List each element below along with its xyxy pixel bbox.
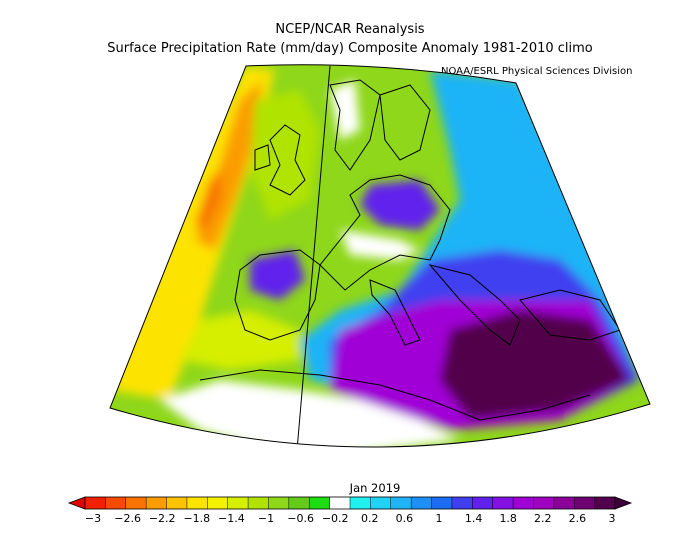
colorbar-swatch: [288, 497, 310, 509]
colorbar-tick-label: −2.6: [114, 512, 141, 525]
wet-zone-spain: [250, 250, 305, 300]
colorbar-swatch: [248, 497, 269, 509]
dry-zone-iberia: [180, 310, 300, 370]
wet-zone-max: [440, 310, 630, 420]
colorbar-swatch: [166, 497, 188, 509]
colorbar-under-arrow: [67, 496, 86, 510]
colorbar-tick-label: −0.6: [287, 512, 314, 525]
wet-zone-scandinavia: [330, 80, 360, 140]
colorbar-swatch: [472, 497, 493, 509]
map-border: [109, 64, 651, 448]
colorbar-swatch: [329, 497, 351, 509]
colorbar-tick-label: 2.6: [568, 512, 587, 525]
colorbar-swatch: [594, 497, 616, 509]
colorbar-tick-label: 3: [608, 512, 616, 525]
colorbar-swatch: [350, 497, 371, 509]
colorbar-over-arrow: [614, 496, 633, 510]
colorbar-tick-label: 2.2: [534, 512, 552, 525]
colorbar-swatch: [268, 497, 290, 509]
colorbar-swatch: [390, 497, 412, 509]
colorbar-tick-label: 1.8: [499, 512, 517, 525]
colorbar-swatch: [227, 497, 249, 509]
colorbar-tick-label: 1: [435, 512, 443, 525]
colorbar-swatch: [411, 497, 432, 509]
meridian-lines: [295, 65, 331, 448]
colorbar-swatch: [146, 497, 167, 509]
colorbar-swatch: [533, 497, 555, 509]
colorbar-tick-label: −1: [257, 512, 275, 525]
colorbar-swatch: [492, 497, 514, 509]
colorbar-swatch: [553, 497, 575, 509]
colorbar-swatch: [309, 497, 330, 509]
colorbar-swatch: [451, 497, 473, 509]
colorbar-swatch: [574, 497, 595, 509]
colorbar-swatch: [186, 497, 208, 509]
credit-label: NOAA/ESRL Physical Sciences Division: [441, 66, 633, 77]
colorbar-tick-label: −2.2: [148, 512, 176, 525]
colorbar-tick-label: 0.6: [395, 512, 414, 525]
colorbar-swatch: [513, 497, 534, 509]
colorbar-tick-label: −1.4: [218, 512, 245, 525]
colorbar-tick-label: −1.8: [183, 512, 211, 525]
colorbar-swatch: [431, 497, 453, 509]
colorbar: [67, 496, 633, 510]
colorbar-tick-label: 1.4: [464, 512, 483, 525]
colorbar-swatch: [85, 497, 106, 509]
subtitle: Surface Precipitation Rate (mm/day) Comp…: [107, 41, 593, 56]
colorbar-tick-label: −3: [84, 512, 102, 525]
period-label: Jan 2019: [349, 481, 401, 495]
colorbar-swatch: [370, 497, 392, 509]
colorbar-tick-label: −0.2: [321, 512, 349, 525]
neutral-zone-central: [340, 230, 420, 260]
dry-zone-britain: [250, 90, 320, 220]
wet-zone-alps: [360, 180, 440, 230]
colorbar-swatch: [125, 497, 147, 509]
colorbar-swatch: [207, 497, 228, 509]
colorbar-swatch: [105, 497, 127, 509]
colorbar-tick-label: 0.2: [361, 512, 379, 525]
dry-zone-max: [195, 168, 222, 230]
title: NCEP/NCAR Reanalysis: [275, 22, 425, 37]
